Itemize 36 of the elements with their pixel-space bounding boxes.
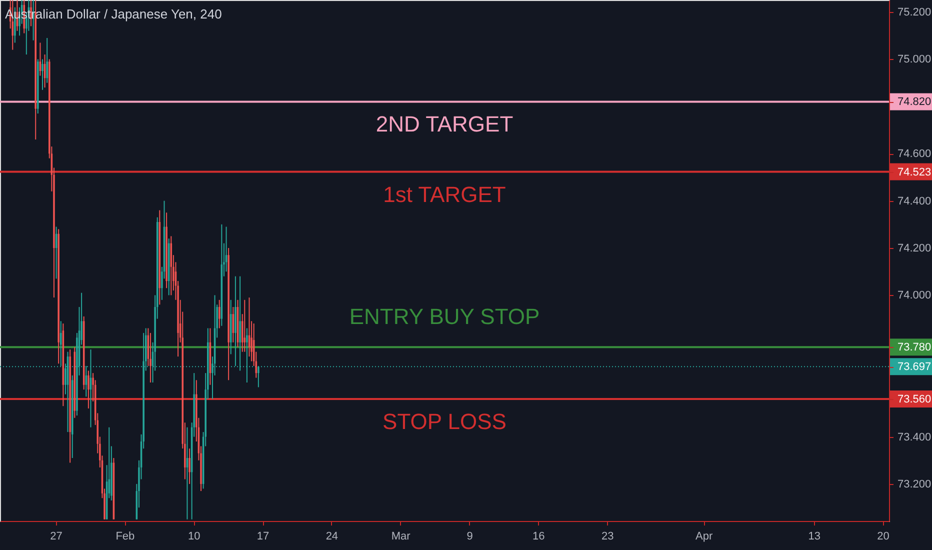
candlestick xyxy=(188,448,190,484)
y-tick-label: 74.820 xyxy=(898,96,932,108)
y-tick-label: 73.200 xyxy=(898,478,932,490)
y-tick-label: 75.000 xyxy=(898,54,932,66)
ref-line-label: ENTRY BUY STOP xyxy=(349,304,540,330)
ref-line-label: 1st TARGET xyxy=(383,182,506,207)
y-tick-label: 73.400 xyxy=(898,431,932,444)
candlestick xyxy=(42,58,44,90)
x-tick-label: Mar xyxy=(391,530,411,542)
y-tick-label: 74.600 xyxy=(898,148,932,160)
x-tick-label: 20 xyxy=(877,530,890,542)
candlestick xyxy=(88,370,90,409)
x-tick-label: 13 xyxy=(808,530,820,542)
y-tick-label: 73.780 xyxy=(898,342,932,354)
x-tick-label: 24 xyxy=(326,530,338,542)
x-tick-label: 10 xyxy=(188,530,200,542)
y-tick-label: 74.400 xyxy=(898,195,932,208)
y-tick-label: 74.200 xyxy=(898,242,932,254)
y-tick-label: 73.697 xyxy=(898,361,932,374)
x-tick-label: 9 xyxy=(466,530,473,542)
y-tick-label: 75.200 xyxy=(898,6,932,19)
y-tick-label: 74.523 xyxy=(898,166,932,178)
x-tick-label: 23 xyxy=(601,530,614,542)
x-tick-label: Apr xyxy=(696,530,713,542)
ref-line-label: 2ND TARGET xyxy=(376,112,514,137)
x-tick-label: Feb xyxy=(116,530,135,542)
y-tick-label: 73.560 xyxy=(898,394,932,406)
candlestick xyxy=(218,299,220,329)
candlestick xyxy=(150,332,152,383)
x-tick-label: 17 xyxy=(256,530,270,542)
y-tick-label: 74.000 xyxy=(898,290,932,302)
candlestick xyxy=(46,37,48,84)
x-tick-label: 27 xyxy=(50,530,62,542)
candlestick xyxy=(170,236,172,296)
x-tick-label: 16 xyxy=(532,530,545,542)
ref-line-label: STOP LOSS xyxy=(382,409,506,434)
